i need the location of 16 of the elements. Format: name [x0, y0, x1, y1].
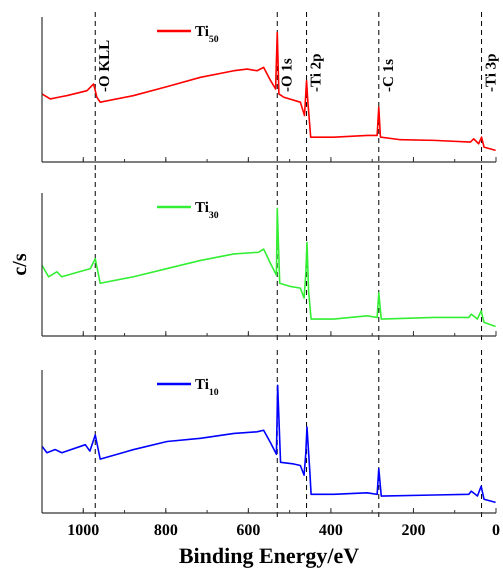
ref-line-label: -C 1s	[380, 58, 397, 92]
ref-line-label: -Ti 2p	[308, 54, 325, 92]
y-axis-title: c/s	[9, 253, 31, 276]
x-tick-label: 400	[318, 522, 343, 539]
ref-line-label: -Ti 3p	[484, 54, 500, 92]
ref-line-label: -O KLL	[97, 40, 114, 92]
x-tick-label: 1000	[67, 522, 100, 539]
x-tick-label: 0	[492, 522, 500, 539]
x-tick-label: 200	[401, 522, 426, 539]
x-tick-label: 800	[154, 522, 178, 539]
x-tick-label: 600	[236, 522, 260, 539]
x-axis-title: Binding Energy/eV	[178, 543, 360, 568]
ref-line-label: -O 1s	[279, 58, 296, 92]
legend-label: Ti$_{30}$	[195, 200, 219, 220]
legend-label: Ti$_{10}$	[195, 377, 219, 398]
legend-label: Ti$_{50}$	[195, 24, 219, 44]
